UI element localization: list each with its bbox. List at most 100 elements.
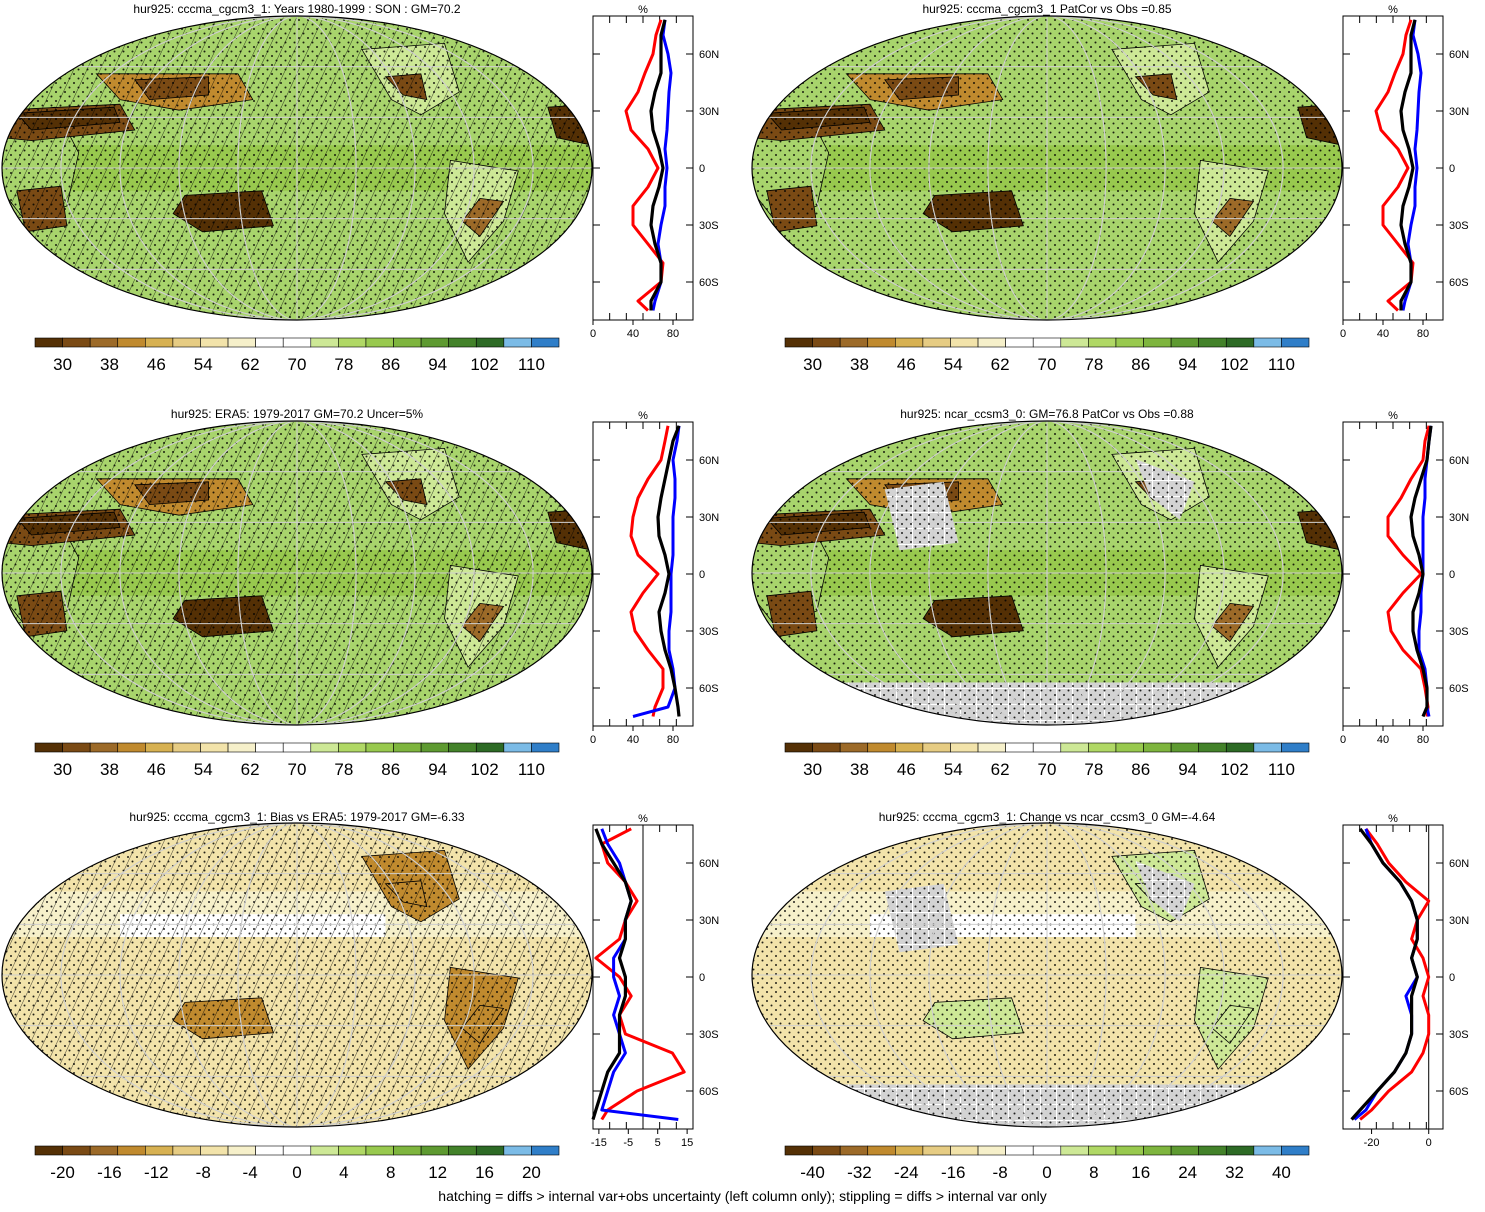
profile-frame (592, 15, 694, 321)
profile-unit: % (638, 410, 648, 422)
colorbar-label: 0 (1042, 1163, 1051, 1182)
colorbar-label: 78 (1084, 355, 1103, 374)
profile-lat-tick: 0 (1449, 972, 1455, 984)
colorbar-label: 8 (386, 1163, 395, 1182)
colorbar-label: -24 (894, 1163, 919, 1182)
colorbar-swatch (255, 1145, 284, 1156)
profile-x-tick: 80 (667, 328, 679, 340)
profile-lat-tick: 0 (699, 972, 705, 984)
colorbar: 30 38 46 54 62 70 78 86 94 102 110 (784, 742, 1310, 779)
colorbar-swatch (503, 337, 532, 348)
colorbar-swatch (784, 337, 813, 348)
colorbar-swatch (1060, 337, 1089, 348)
map-outline (751, 420, 1343, 726)
zonal-profile: % 60N 30N 0 30S 60S -20 0 (1342, 813, 1469, 1149)
profile-lat-tick: 30N (1449, 106, 1469, 118)
profile-line-black (1409, 425, 1433, 718)
colorbar-swatch (1143, 337, 1172, 348)
colorbar-swatch (227, 1145, 256, 1156)
colorbar-swatch (1115, 337, 1144, 348)
colorbar-swatch (117, 337, 146, 348)
profile-line-red (624, 19, 665, 312)
profile-line-black (1350, 827, 1419, 1121)
colorbar-swatch (365, 337, 394, 348)
colorbar-label: 8 (1089, 1163, 1098, 1182)
colorbar-label: 94 (428, 355, 447, 374)
colorbar-swatch (1253, 742, 1282, 753)
colorbar-swatch (172, 1145, 201, 1156)
colorbar-label: -16 (941, 1163, 966, 1182)
panel-6: hur925: cccma_cgcm3_1: Change vs ncar_cc… (751, 810, 1469, 1182)
colorbar-swatch (62, 337, 91, 348)
profile-lat-tick: 60S (699, 1086, 719, 1098)
colorbar: 30 38 46 54 62 70 78 86 94 102 110 (34, 337, 560, 374)
colorbar-label: 110 (1268, 355, 1295, 374)
zonal-profile: % 60N 30N 0 30S 60S 0 40 80 (1340, 410, 1469, 746)
profile-lat-tick: 30S (699, 1029, 719, 1041)
colorbar-swatch (282, 1145, 312, 1156)
panel-3: hur925: ERA5: 1979-2017 GM=70.2 Uncer=5%… (1, 407, 719, 779)
colorbar-swatch (503, 742, 532, 753)
profile-lat-tick: 30N (699, 512, 719, 524)
colorbar-label: 102 (1220, 355, 1248, 374)
colorbar-swatch (1143, 1145, 1172, 1156)
colorbar-label: 70 (288, 760, 307, 779)
colorbar-label: 54 (194, 760, 213, 779)
colorbar-swatch (310, 337, 339, 348)
profile-line-red (594, 827, 686, 1121)
colorbar-label: 78 (334, 760, 353, 779)
colorbar-swatch (1005, 1145, 1034, 1156)
profile-lat-tick: 30S (699, 220, 719, 232)
colorbar-label: 62 (241, 760, 260, 779)
colorbar-swatch (365, 1145, 394, 1156)
profile-lat-tick: 0 (699, 569, 705, 581)
map-field (752, 823, 1342, 1127)
colorbar-swatch (227, 337, 256, 348)
zonal-profile: % 60N 30N 0 30S 60S 0 40 80 (590, 410, 719, 746)
colorbar-swatch (1032, 337, 1062, 348)
colorbar-swatch (895, 1145, 924, 1156)
profile-lat-tick: 60N (1449, 858, 1469, 870)
colorbar-label: 38 (100, 760, 119, 779)
profile-x-tick: 0 (590, 328, 596, 340)
profile-unit: % (1388, 4, 1398, 16)
colorbar-swatch (1198, 337, 1227, 348)
colorbar-swatch (338, 1145, 367, 1156)
colorbar-label: 54 (194, 355, 213, 374)
colorbar-swatch (227, 742, 256, 753)
colorbar-swatch (393, 337, 422, 348)
colorbar-swatch (1088, 1145, 1117, 1156)
colorbar-label: 4 (339, 1163, 348, 1182)
colorbar-swatch (420, 337, 449, 348)
colorbar: -20 -16 -12 -8 -4 0 4 8 12 16 20 (34, 1145, 560, 1182)
colorbar-label: 54 (944, 760, 963, 779)
colorbar-label: -8 (196, 1163, 211, 1182)
colorbar-swatch (1225, 337, 1255, 348)
colorbar-label: 110 (518, 760, 545, 779)
map-outline (1, 822, 593, 1128)
colorbar-label: 94 (1178, 760, 1197, 779)
colorbar-swatch (1281, 1145, 1310, 1156)
colorbar-swatch (1198, 742, 1227, 753)
map-field (752, 16, 1342, 320)
colorbar-swatch (977, 1145, 1006, 1156)
colorbar-label: -20 (50, 1163, 75, 1182)
colorbar-swatch (1060, 742, 1089, 753)
colorbar-swatch (839, 742, 869, 753)
profile-lat-tick: 60S (1449, 683, 1469, 695)
colorbar-swatch (531, 742, 560, 753)
colorbar-label: -4 (243, 1163, 258, 1182)
colorbar-swatch (1143, 742, 1172, 753)
colorbar-swatch (867, 337, 896, 348)
colorbar: 30 38 46 54 62 70 78 86 94 102 110 (784, 337, 1310, 374)
colorbar-swatch (784, 742, 813, 753)
colorbar-swatch (1225, 1145, 1255, 1156)
colorbar-swatch (475, 1145, 505, 1156)
colorbar-swatch (895, 337, 924, 348)
profile-x-tick: 40 (627, 328, 639, 340)
colorbar-swatch (393, 1145, 422, 1156)
profile-frame (1342, 15, 1444, 321)
profile-lat-tick: 60N (699, 455, 719, 467)
profile-frame (1342, 421, 1444, 727)
profile-lat-tick: 60N (1449, 455, 1469, 467)
